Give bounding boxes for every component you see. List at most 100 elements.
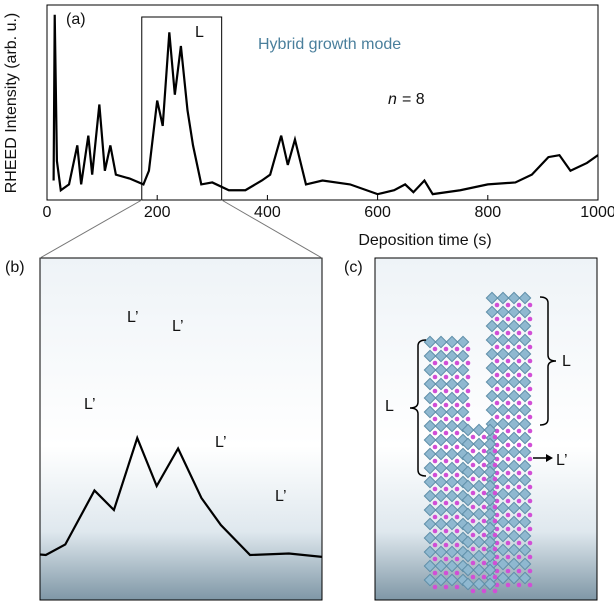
octahedron — [445, 391, 459, 405]
octahedron — [483, 563, 497, 577]
atom — [470, 532, 476, 538]
atom — [516, 526, 522, 532]
atom — [527, 554, 533, 560]
octahedron — [518, 319, 532, 333]
octahedron — [496, 557, 510, 571]
octahedron — [461, 465, 475, 479]
octahedron — [518, 347, 532, 361]
atom — [454, 570, 460, 576]
octahedron — [507, 305, 521, 319]
atom — [481, 476, 487, 482]
octahedron — [434, 461, 448, 475]
atom — [465, 374, 471, 380]
octahedron — [445, 447, 459, 461]
octahedron — [434, 405, 448, 419]
atom — [527, 456, 533, 462]
annotation: L’ — [84, 396, 96, 413]
atom — [443, 402, 449, 408]
atom — [516, 414, 522, 420]
atom — [492, 518, 498, 524]
octahedron — [507, 291, 521, 305]
atom — [454, 486, 460, 492]
atom — [492, 490, 498, 496]
atom — [492, 532, 498, 538]
atom — [432, 542, 438, 548]
octahedron — [456, 377, 470, 391]
atom — [516, 400, 522, 406]
octahedron — [461, 423, 475, 437]
atom — [432, 570, 438, 576]
octahedron — [507, 473, 521, 487]
atom — [432, 458, 438, 464]
atom — [516, 456, 522, 462]
brace — [409, 339, 427, 477]
octahedron — [445, 559, 459, 573]
octahedron — [483, 493, 497, 507]
octahedron — [445, 489, 459, 503]
octahedron — [483, 507, 497, 521]
annotation: L’ — [275, 488, 287, 505]
atom — [481, 518, 487, 524]
atom — [470, 490, 476, 496]
atom — [516, 358, 522, 364]
atom — [516, 386, 522, 392]
panel-label: (b) — [5, 259, 25, 276]
crystal-structure — [423, 291, 533, 594]
atom — [481, 462, 487, 468]
atom — [470, 462, 476, 468]
octahedron — [518, 529, 532, 543]
atom — [505, 386, 511, 392]
octahedron — [496, 347, 510, 361]
octahedron — [434, 545, 448, 559]
atom — [505, 484, 511, 490]
atom — [454, 514, 460, 520]
octahedron — [434, 349, 448, 363]
octahedron — [496, 389, 510, 403]
octahedron — [496, 291, 510, 305]
octahedron — [423, 335, 437, 349]
octahedron — [496, 431, 510, 445]
atom — [481, 504, 487, 510]
atom — [492, 504, 498, 510]
octahedron — [472, 423, 486, 437]
octahedron — [485, 403, 499, 417]
octahedron — [507, 361, 521, 375]
atom — [443, 430, 449, 436]
atom — [454, 388, 460, 394]
octahedron — [434, 447, 448, 461]
octahedron — [423, 391, 437, 405]
octahedron — [445, 405, 459, 419]
atom — [505, 470, 511, 476]
atom — [527, 344, 533, 350]
atom — [454, 584, 460, 590]
atom — [516, 512, 522, 518]
atom — [527, 442, 533, 448]
octahedron — [434, 433, 448, 447]
atom — [432, 528, 438, 534]
atom — [516, 540, 522, 546]
octahedron — [485, 333, 499, 347]
octahedron — [518, 543, 532, 557]
octahedron — [445, 349, 459, 363]
octahedron — [507, 459, 521, 473]
atom — [527, 386, 533, 392]
atom — [505, 428, 511, 434]
octahedron — [485, 319, 499, 333]
octahedron — [423, 531, 437, 545]
atom — [527, 470, 533, 476]
atom — [505, 540, 511, 546]
octahedron — [472, 549, 486, 563]
atom — [516, 316, 522, 322]
octahedron — [456, 349, 470, 363]
atom — [505, 330, 511, 336]
atom — [527, 582, 533, 588]
atom — [470, 504, 476, 510]
octahedron — [461, 437, 475, 451]
octahedron — [507, 543, 521, 557]
octahedron — [423, 517, 437, 531]
atom — [443, 486, 449, 492]
octahedron — [445, 475, 459, 489]
octahedron — [518, 557, 532, 571]
octahedron — [518, 501, 532, 515]
atom — [481, 434, 487, 440]
